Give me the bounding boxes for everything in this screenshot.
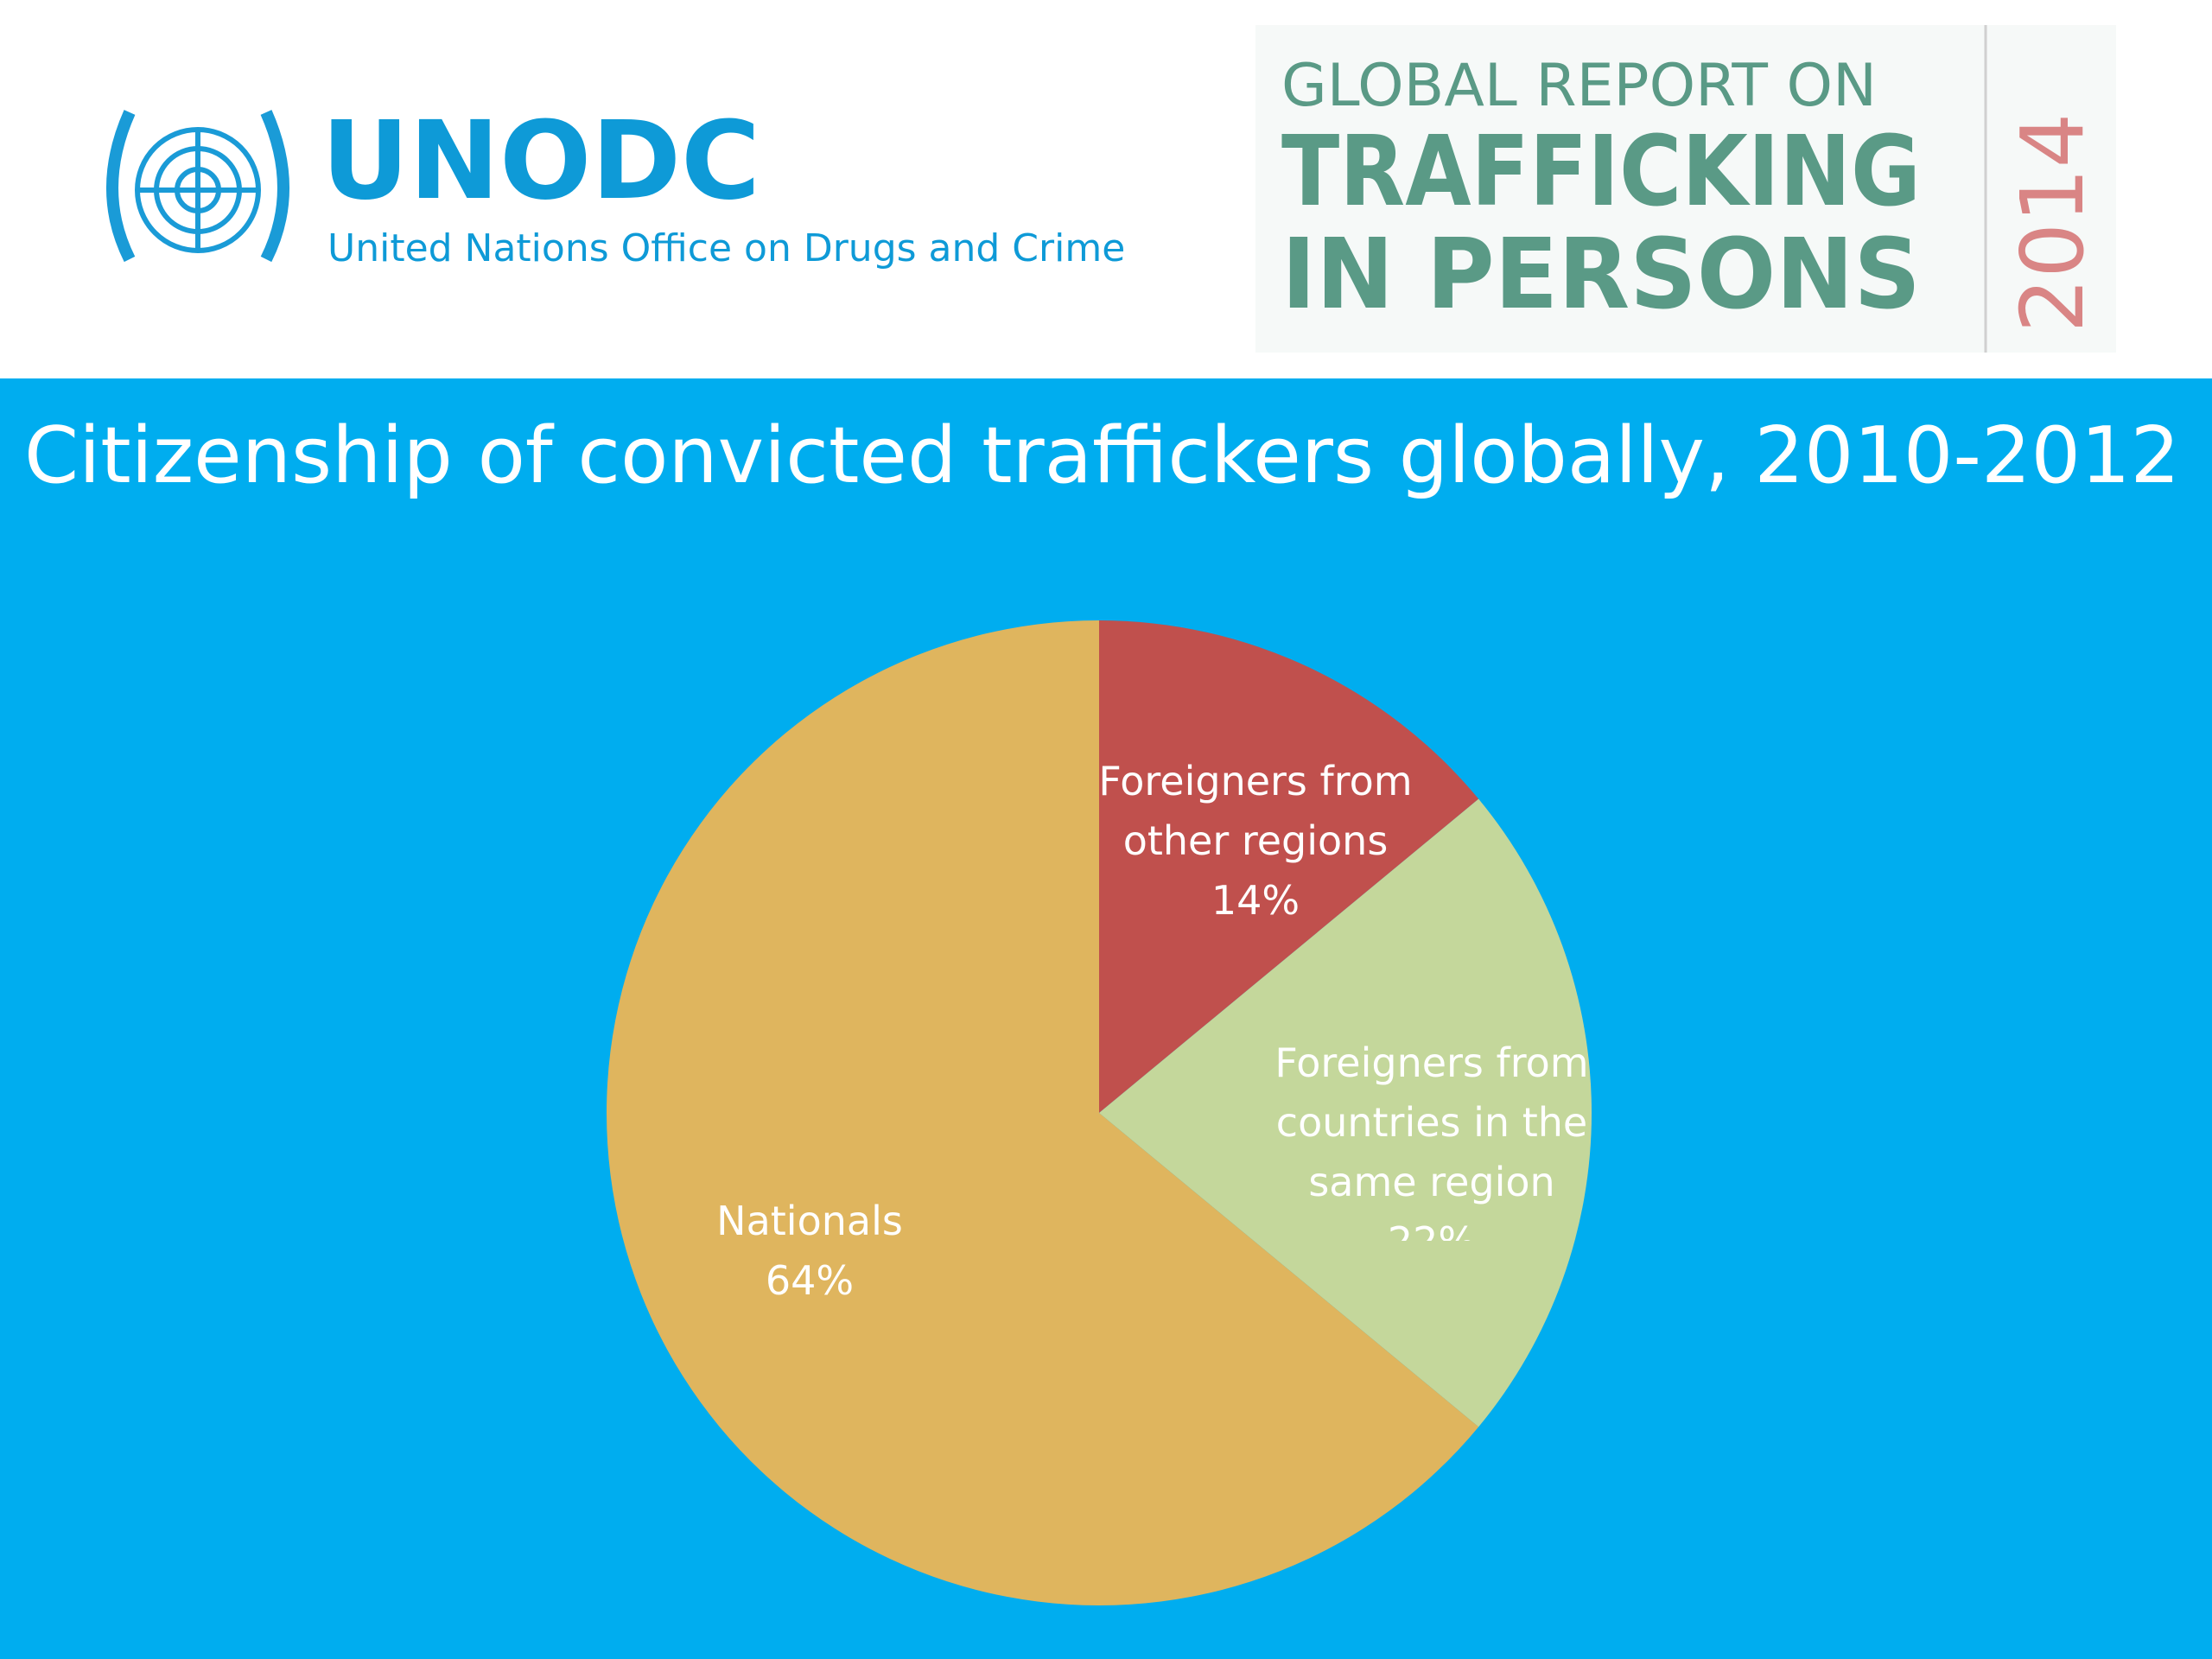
logo-subtitle: United Nations Office on Drugs and Crime [327, 226, 1125, 270]
slice-label-box: Foreigners from countries in the same re… [1259, 1033, 1605, 1241]
logo-name: UNODC [321, 99, 760, 224]
chart-title: Citizenship of convicted traffickers glo… [24, 410, 2180, 501]
slice-category: Foreigners from other regions [1098, 758, 1413, 864]
pie-slice [1099, 620, 1479, 1113]
report-line1: GLOBAL REPORT ON [1281, 52, 1877, 120]
pie-slice [1099, 798, 1592, 1427]
slice-value: 14% [1211, 877, 1300, 924]
slice-label: Nationals 64% [654, 1192, 965, 1311]
pie-slice [607, 620, 1479, 1605]
slice-value: 22% [1259, 1212, 1605, 1241]
slice-category: Nationals [716, 1198, 903, 1244]
slice-category: Foreigners from countries in the same re… [1274, 1039, 1589, 1205]
report-line2: TRAFFICKING [1281, 116, 1921, 228]
slice-label-box: Nationals 64% [654, 1192, 965, 1311]
un-emblem [106, 110, 289, 263]
slice-label-box: Foreigners from other regions 14% [1074, 752, 1437, 931]
report-year: 2014 [2002, 113, 2103, 334]
report-line3: IN PERSONS [1281, 219, 1921, 331]
slice-label: Foreigners from countries in the same re… [1259, 1033, 1605, 1241]
slice-label: Foreigners from other regions 14% [1074, 752, 1437, 931]
slice-value: 64% [765, 1257, 855, 1304]
report-box [1255, 25, 2116, 353]
